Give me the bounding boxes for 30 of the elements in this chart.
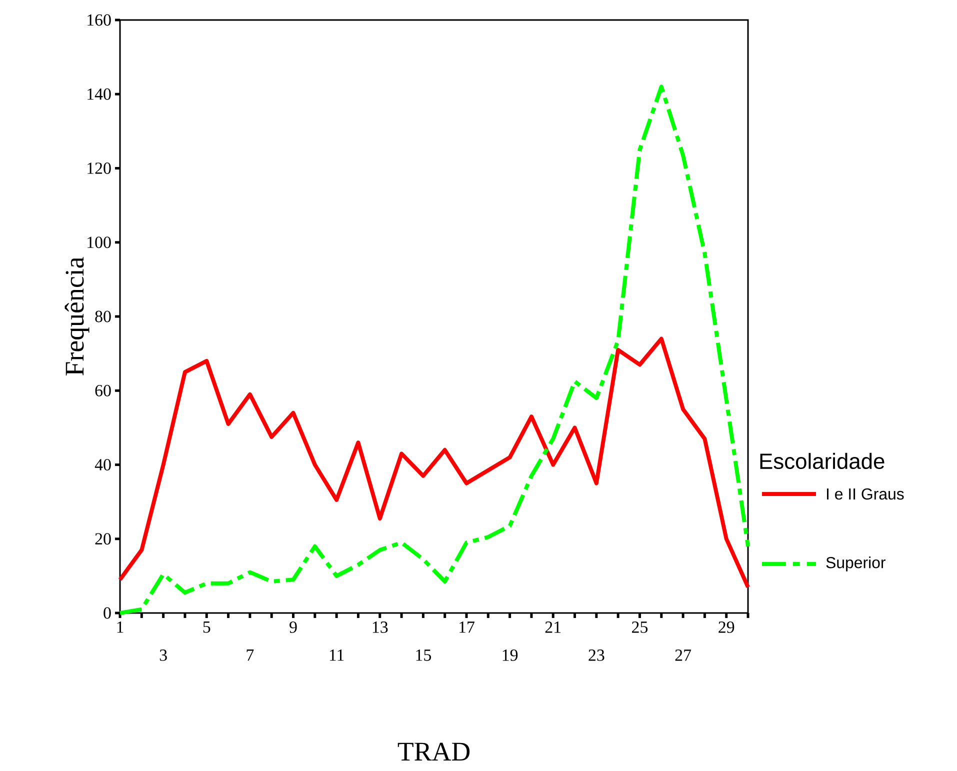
x-tick-label: 23 <box>588 650 604 661</box>
y-tick-label: 160 <box>88 14 111 26</box>
y-tick-label: 20 <box>95 533 111 545</box>
x-tick-label: 21 <box>545 622 561 633</box>
line-series <box>118 84 750 615</box>
x-axis-title: TRAD <box>398 742 470 761</box>
x-tick-label: 5 <box>203 622 210 633</box>
y-tick-label: 120 <box>88 162 111 174</box>
y-tick-label: 100 <box>88 236 111 248</box>
legend-title: Escolaridade <box>760 452 884 470</box>
x-tick-label: 25 <box>632 622 648 633</box>
x-tick-label: 29 <box>718 622 734 633</box>
x-tick-label: 17 <box>460 622 474 633</box>
y-tick-label: 140 <box>88 88 111 100</box>
x-tick-label: 19 <box>502 650 518 661</box>
x-tick-label: 9 <box>290 622 297 633</box>
legend-label: Superior <box>826 556 886 572</box>
y-tick-label: 60 <box>95 384 111 396</box>
y-tick-label: 0 <box>104 607 111 619</box>
x-tick-label: 13 <box>372 622 388 633</box>
x-tick-label: 27 <box>675 650 692 661</box>
y-tick-label: 80 <box>95 310 111 322</box>
x-tick-label: 15 <box>416 650 431 661</box>
x-tick-label: 1 <box>117 622 124 633</box>
y-axis-title: Frequência <box>64 257 90 376</box>
x-tick-label: 3 <box>160 650 167 661</box>
y-tick-label: 40 <box>94 459 111 470</box>
legend-label: I e II Graus <box>826 488 904 500</box>
x-tick-label: 11 <box>330 650 344 661</box>
x-tick-label: 7 <box>246 650 254 661</box>
